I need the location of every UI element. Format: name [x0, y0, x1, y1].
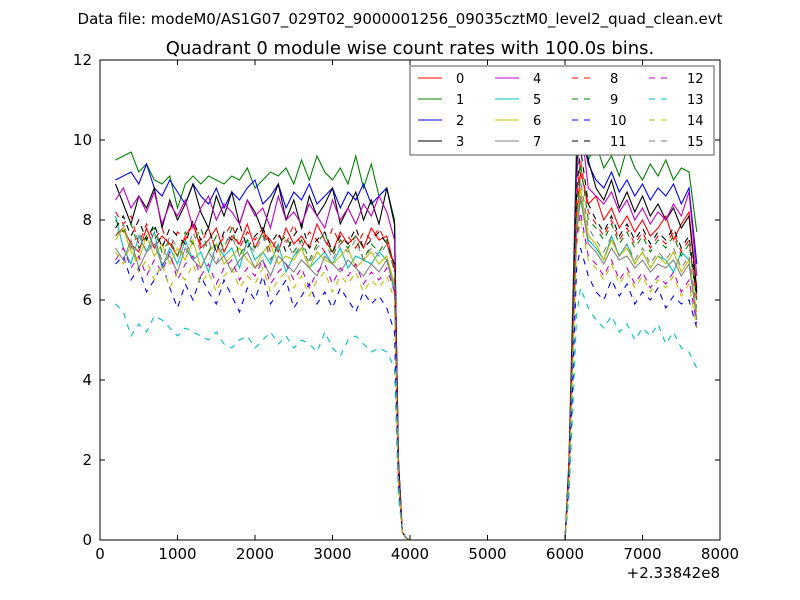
x-tick-label: 5000 — [468, 545, 506, 563]
x-tick-label: 8000 — [701, 545, 739, 563]
legend-label-9: 9 — [610, 93, 618, 108]
legend-label-12: 12 — [687, 72, 704, 87]
series-line-0 — [115, 171, 698, 541]
legend-label-3: 3 — [456, 135, 464, 150]
legend-label-1: 1 — [456, 93, 464, 108]
suptitle: Data file: modeM0/AS1G07_029T02_90000012… — [78, 10, 723, 29]
axes-ticks: 0 1000 2000 3000 4000 5000 6000 7000 80000246810… — [73, 51, 739, 563]
series-line-11 — [115, 147, 698, 541]
y-tick-label: 8 — [82, 211, 92, 229]
y-tick-label: 2 — [82, 451, 92, 469]
series-line-1 — [115, 83, 698, 541]
x-tick-label: 7000 — [623, 545, 661, 563]
series-line-14 — [115, 219, 698, 541]
series-line-2 — [115, 127, 698, 541]
series-line-7 — [115, 195, 698, 541]
plot-area — [114, 83, 698, 541]
chart-title: Quadrant 0 module wise count rates with … — [166, 38, 655, 59]
y-tick-label: 4 — [82, 371, 92, 389]
legend-label-14: 14 — [687, 114, 704, 129]
y-tick-label: 12 — [73, 51, 92, 69]
legend-label-6: 6 — [533, 114, 541, 129]
y-tick-label: 10 — [73, 131, 92, 149]
series-line-4 — [115, 119, 698, 541]
x-tick-label: 2000 — [236, 545, 274, 563]
legend-label-8: 8 — [610, 72, 618, 87]
series-line-12 — [115, 211, 698, 541]
y-tick-label: 0 — [82, 531, 92, 549]
series-line-15 — [115, 179, 698, 541]
legend-label-7: 7 — [533, 135, 541, 150]
legend-label-0: 0 — [456, 72, 464, 87]
y-tick-label: 6 — [82, 291, 92, 309]
legend-label-4: 4 — [533, 72, 541, 87]
legend-label-11: 11 — [610, 135, 627, 150]
series-line-13 — [115, 285, 698, 541]
x-tick-label: 1000 — [158, 545, 196, 563]
legend-label-13: 13 — [687, 93, 704, 108]
legend-label-15: 15 — [687, 135, 704, 150]
series-line-8 — [115, 159, 698, 541]
legend-label-2: 2 — [456, 114, 464, 129]
x-offset-label: +2.33842e8 — [627, 564, 720, 582]
legend-label-5: 5 — [533, 93, 541, 108]
legend-box — [409, 65, 715, 156]
series-line-10 — [115, 247, 698, 541]
x-tick-label: 0 — [95, 545, 105, 563]
series-line-6 — [115, 187, 698, 541]
x-tick-label: 4000 — [391, 545, 429, 563]
x-tick-label: 3000 — [313, 545, 351, 563]
x-tick-label: 6000 — [546, 545, 584, 563]
series-line-3 — [114, 131, 698, 541]
series-line-9 — [115, 163, 698, 541]
legend-label-10: 10 — [610, 114, 627, 129]
